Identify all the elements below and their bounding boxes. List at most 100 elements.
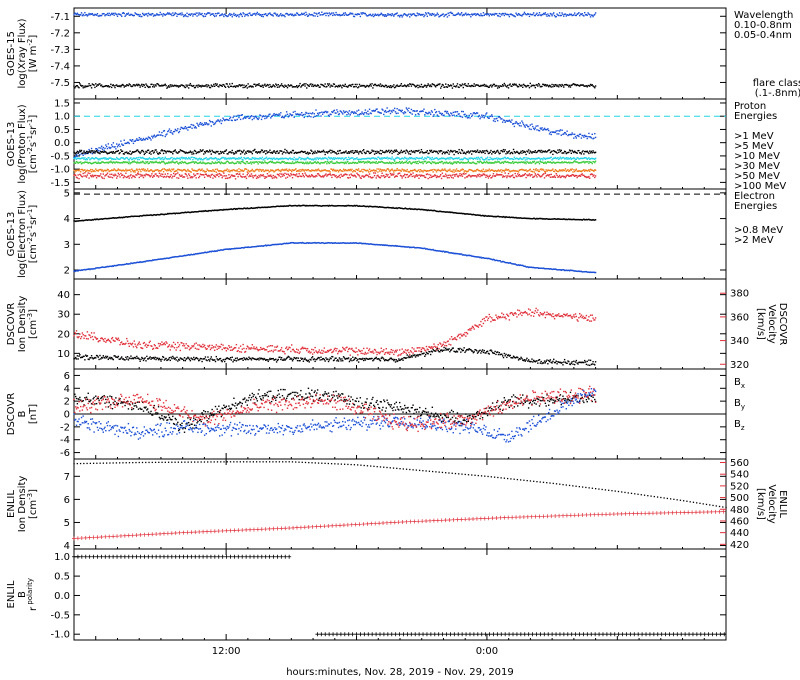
data-point bbox=[137, 13, 140, 16]
data-point bbox=[304, 157, 306, 160]
data-point bbox=[214, 156, 217, 159]
data-point bbox=[260, 161, 262, 163]
data-point bbox=[341, 152, 343, 154]
data-point bbox=[405, 170, 408, 172]
data-point bbox=[121, 170, 123, 172]
data-point bbox=[316, 170, 318, 172]
data-point bbox=[185, 156, 187, 159]
data-point bbox=[555, 130, 557, 132]
data-point bbox=[215, 150, 218, 153]
data-point bbox=[452, 14, 454, 16]
data-point bbox=[335, 170, 337, 173]
data-point bbox=[195, 170, 197, 172]
data-point bbox=[316, 175, 318, 177]
data-point bbox=[270, 13, 272, 16]
data-point bbox=[141, 160, 144, 163]
data-point bbox=[352, 175, 355, 177]
data-point bbox=[314, 169, 316, 172]
data-point bbox=[515, 157, 517, 160]
data-point bbox=[589, 150, 591, 152]
data-point bbox=[493, 150, 495, 153]
data-point bbox=[218, 153, 221, 155]
data-point bbox=[243, 84, 245, 86]
data-point bbox=[234, 13, 237, 16]
data-point bbox=[335, 162, 337, 164]
data-point bbox=[336, 109, 338, 111]
data-point bbox=[217, 158, 219, 160]
data-point bbox=[322, 176, 325, 178]
data-point bbox=[348, 110, 351, 112]
data-point bbox=[86, 85, 89, 88]
data-point bbox=[212, 177, 214, 179]
data-point bbox=[568, 13, 571, 15]
data-point bbox=[344, 173, 346, 175]
data-point bbox=[99, 162, 101, 164]
data-point bbox=[458, 157, 460, 159]
data-point bbox=[261, 174, 264, 177]
data-point bbox=[582, 150, 584, 152]
data-point bbox=[188, 162, 190, 164]
data-point bbox=[562, 152, 564, 154]
data-point bbox=[476, 168, 479, 171]
data-point bbox=[565, 15, 567, 17]
data-point bbox=[200, 162, 202, 164]
data-point bbox=[404, 85, 407, 87]
data-point bbox=[272, 151, 274, 153]
data-point bbox=[280, 112, 282, 114]
data-point bbox=[325, 157, 327, 160]
data-point bbox=[204, 171, 207, 173]
data-point bbox=[495, 118, 497, 120]
data-point bbox=[429, 174, 432, 176]
data-point bbox=[481, 85, 483, 87]
data-point bbox=[136, 161, 139, 163]
data-point bbox=[193, 127, 196, 129]
data-point bbox=[460, 161, 462, 164]
data-point bbox=[83, 169, 85, 171]
data-point bbox=[563, 133, 565, 135]
data-point bbox=[532, 12, 535, 14]
data-point bbox=[93, 151, 95, 153]
data-point bbox=[413, 169, 415, 172]
data-point bbox=[315, 152, 317, 154]
data-point bbox=[541, 85, 543, 88]
data-point bbox=[567, 14, 569, 16]
data-point bbox=[246, 160, 249, 163]
data-point bbox=[324, 12, 326, 14]
data-point bbox=[367, 150, 369, 152]
data-point bbox=[411, 157, 413, 160]
data-point bbox=[385, 157, 387, 159]
data-point bbox=[97, 15, 99, 17]
data-point bbox=[370, 14, 372, 17]
data-point bbox=[178, 174, 181, 176]
data-point bbox=[151, 158, 153, 160]
data-point bbox=[589, 14, 591, 16]
data-point bbox=[373, 174, 376, 177]
data-point bbox=[308, 170, 310, 172]
data-point bbox=[563, 161, 566, 163]
data-point bbox=[143, 162, 146, 164]
data-point bbox=[146, 158, 149, 161]
data-point bbox=[510, 13, 512, 15]
data-point bbox=[493, 162, 495, 164]
data-point bbox=[458, 170, 460, 172]
data-point bbox=[469, 158, 471, 160]
data-point bbox=[372, 169, 374, 172]
data-point bbox=[501, 157, 504, 160]
data-point bbox=[193, 169, 196, 172]
data-point bbox=[498, 174, 501, 176]
data-point bbox=[213, 162, 215, 164]
data-point bbox=[259, 114, 261, 116]
data-point bbox=[593, 157, 595, 160]
data-point bbox=[90, 162, 92, 165]
data-point bbox=[358, 170, 361, 173]
data-point bbox=[87, 162, 89, 164]
data-point bbox=[169, 161, 171, 163]
data-point bbox=[476, 150, 478, 153]
data-point bbox=[114, 173, 116, 175]
data-point bbox=[496, 173, 498, 175]
data-point bbox=[418, 113, 420, 116]
data-point bbox=[470, 16, 472, 18]
data-point bbox=[119, 162, 121, 164]
data-point bbox=[193, 84, 195, 87]
data-point bbox=[389, 150, 392, 153]
